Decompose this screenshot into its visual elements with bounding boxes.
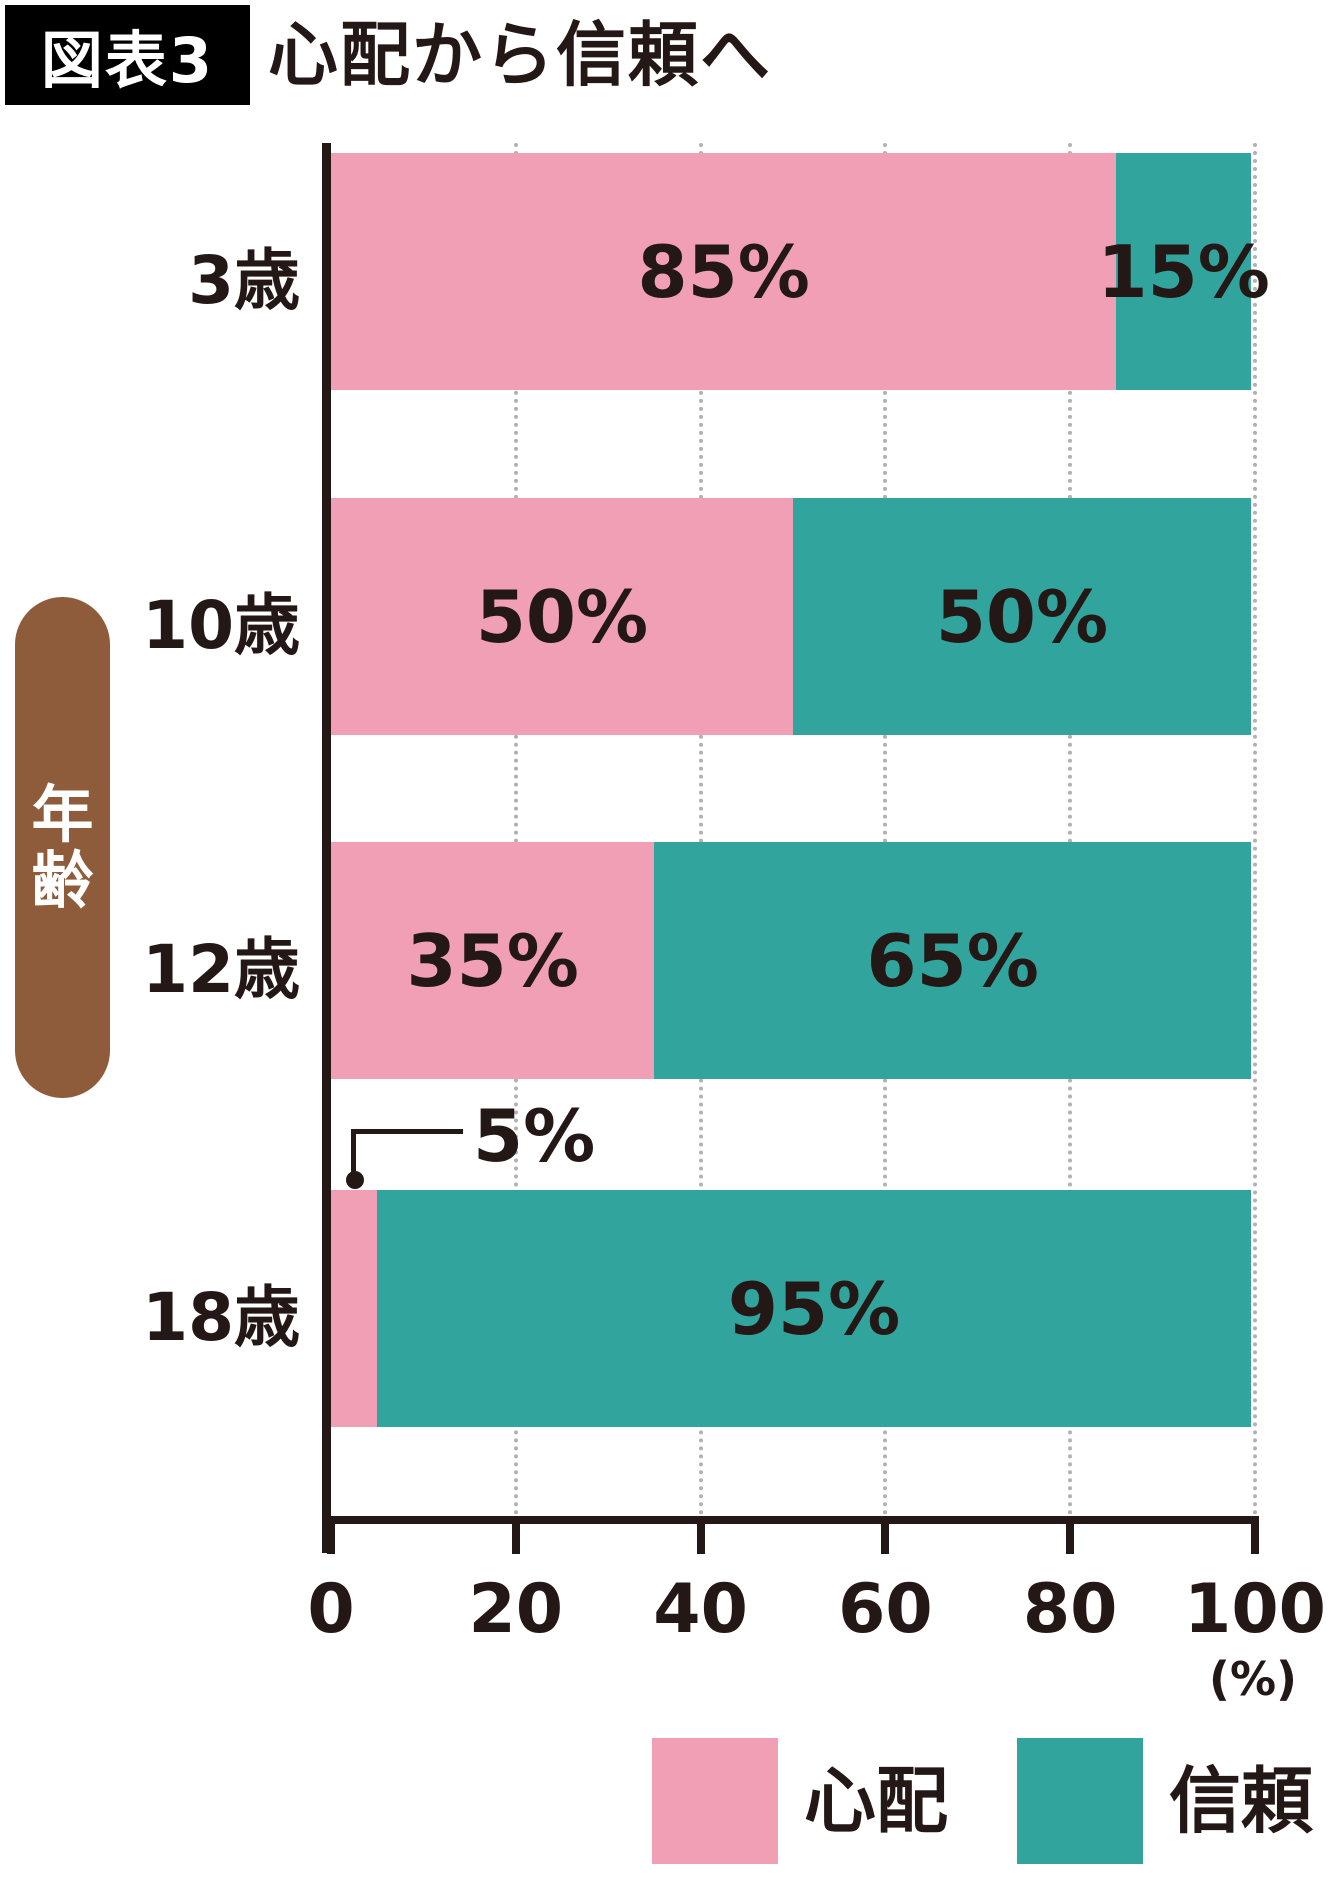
axis-tick: [1251, 1524, 1259, 1554]
axis-tick: [1066, 1524, 1075, 1554]
figure-number-badge: 図表3: [5, 5, 250, 105]
legend-label-trust: 信頼: [1169, 1759, 1314, 1843]
callout-dot: [346, 1171, 364, 1189]
y-axis-title-char: 年: [31, 777, 94, 851]
bar-segment-worry: 50%: [331, 498, 793, 735]
callout-vertical-line: [351, 1131, 356, 1180]
gridline: [698, 143, 703, 1516]
bar-row: 35% 65%: [331, 842, 1251, 1079]
bar-segment-worry: 85%: [331, 153, 1117, 390]
bar-segment-trust: 15%: [1098, 153, 1270, 390]
y-axis-title-char: 齢: [31, 843, 94, 917]
bar-value-label: 50%: [475, 574, 649, 659]
legend-swatch-trust: [1017, 1738, 1143, 1864]
bar-segment-trust: 95%: [377, 1190, 1251, 1427]
bar-segment-worry: 35%: [331, 842, 655, 1079]
tick-label: 0: [307, 1570, 355, 1649]
axis-tick: [511, 1524, 520, 1554]
axis-tick: [881, 1524, 890, 1554]
bar-row: 50% 50%: [331, 498, 1251, 735]
tick-label: 100: [1184, 1570, 1326, 1649]
tick-label: 60: [838, 1570, 933, 1649]
bar-value-label: 35%: [406, 918, 579, 1003]
legend-swatch-worry: [652, 1738, 778, 1864]
y-axis-title-pill: 年 齢: [15, 597, 110, 1098]
bar-segment-worry: [331, 1190, 378, 1427]
tick-label: 80: [1022, 1570, 1118, 1649]
bar-segment-trust: 50%: [793, 498, 1251, 735]
gridline: [883, 143, 888, 1516]
bar-row: 85% 15%: [331, 153, 1270, 390]
percent-unit-label: (%): [1208, 1652, 1298, 1706]
category-label: 3歳: [188, 241, 300, 319]
bar-value-label: 50%: [935, 574, 1109, 659]
bar-value-label: 95%: [727, 1266, 901, 1351]
gridline: [1253, 143, 1257, 1516]
axis-tick: [696, 1524, 705, 1554]
category-label: 10歳: [142, 586, 300, 664]
category-label: 12歳: [142, 930, 300, 1008]
tick-label: 40: [653, 1570, 748, 1649]
y-axis-line: [322, 143, 331, 1553]
axis-tick: [327, 1524, 335, 1554]
gridline: [1068, 143, 1073, 1516]
category-label: 18歳: [142, 1278, 300, 1356]
bar-segment-trust: 65%: [654, 842, 1251, 1079]
tick-label: 20: [468, 1570, 564, 1649]
figure-title: 心配から信頼へ: [268, 14, 772, 96]
bar-value-label: 65%: [866, 918, 1039, 1003]
bar-value-label: 85%: [637, 229, 810, 314]
bar-row: 95%: [331, 1190, 1251, 1427]
callout-horizontal-line: [351, 1129, 463, 1134]
gridline: [513, 143, 518, 1516]
x-axis-line: [322, 1516, 1259, 1524]
legend-label-worry: 心配: [804, 1759, 949, 1843]
bar-value-label: 15%: [1097, 229, 1270, 314]
callout-value-label: 5%: [473, 1094, 596, 1178]
